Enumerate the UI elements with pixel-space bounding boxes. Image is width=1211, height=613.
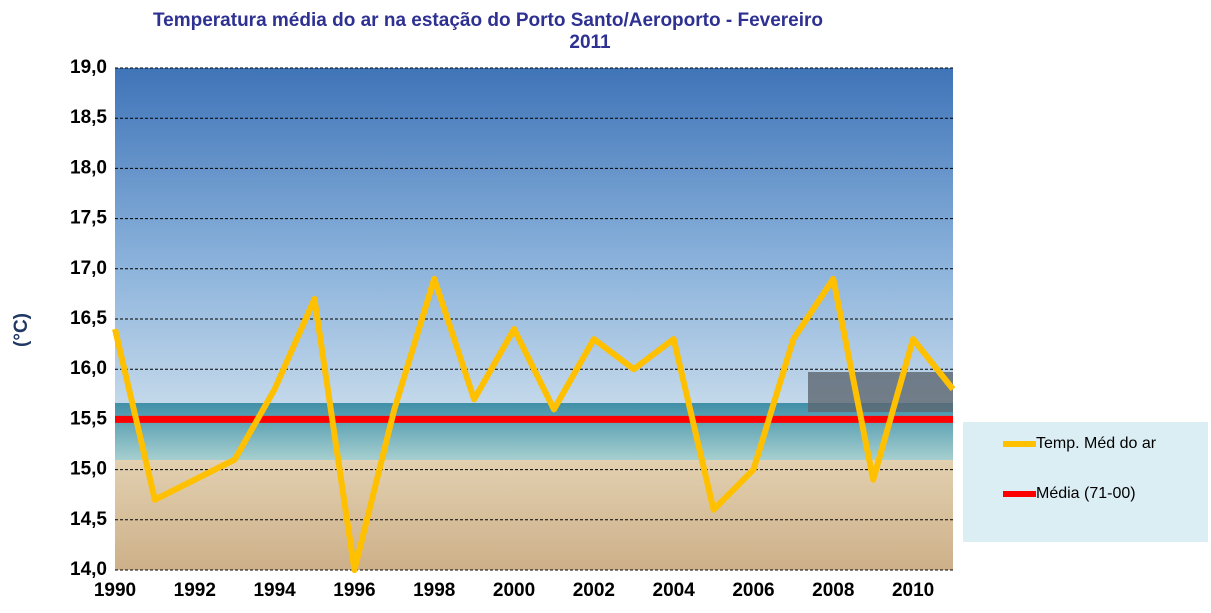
y-tick-label: 15,0 [70,459,107,480]
y-tick-label: 16,5 [70,308,107,329]
y-tick-label: 17,5 [70,208,107,229]
x-tick-label: 2002 [573,580,615,601]
x-tick-label: 1990 [94,580,136,601]
legend-label: Média (71-00) [1036,485,1136,502]
x-tick-label: 1998 [413,580,455,601]
y-tick-label: 15,5 [70,408,107,429]
x-tick-label: 2004 [653,580,696,601]
y-axis-label: (°C) [11,313,32,347]
x-tick-label: 1996 [333,580,375,601]
y-tick-label: 14,5 [70,509,107,530]
plot-background [115,68,953,570]
y-tick-label: 14,0 [70,559,107,580]
x-tick-label: 1994 [253,580,296,601]
chart-title: 2011 [569,32,611,53]
x-tick-label: 2008 [812,580,854,601]
x-tick-label: 1992 [174,580,216,601]
y-tick-label: 16,0 [70,358,107,379]
x-tick-label: 2000 [493,580,535,601]
y-tick-label: 18,0 [70,157,107,178]
x-tick-label: 2006 [732,580,774,601]
chart-title: Temperatura média do ar na estação do Po… [153,10,823,31]
y-tick-label: 17,0 [70,258,107,279]
temperature-line [112,275,956,573]
y-tick-label: 18,5 [70,107,107,128]
legend-label: Temp. Méd do ar [1036,435,1157,452]
x-tick-label: 2010 [892,580,934,601]
y-tick-label: 19,0 [70,57,107,78]
